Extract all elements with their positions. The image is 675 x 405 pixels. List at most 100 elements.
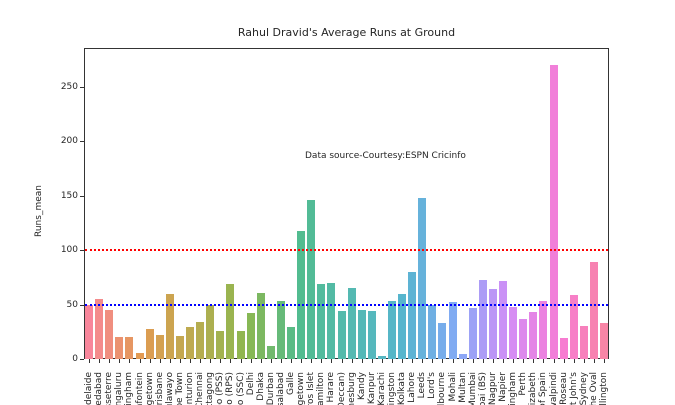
bar [600, 323, 608, 359]
bar [519, 318, 528, 359]
x-tick-mark [371, 359, 373, 363]
x-tick-mark [159, 359, 161, 363]
x-tick-mark [472, 359, 474, 363]
y-tick-mark [80, 304, 84, 306]
x-tick-mark [573, 359, 575, 363]
bar [175, 336, 184, 359]
bar [206, 304, 215, 359]
x-tick-mark [109, 359, 111, 363]
bar [468, 307, 477, 359]
bar [246, 313, 255, 359]
bar [236, 330, 245, 359]
bar [135, 352, 144, 359]
x-tick-mark [129, 359, 131, 363]
bar [155, 335, 164, 359]
bar [438, 323, 447, 359]
y-tick-mark [80, 195, 84, 197]
annotation-text: Data source-Courtesy:ESPN Cricinfo [305, 151, 466, 161]
bar [256, 292, 265, 359]
x-tick-mark [533, 359, 535, 363]
x-tick-mark [553, 359, 555, 363]
y-tick-mark [80, 250, 84, 252]
bar [448, 302, 457, 359]
bar [367, 311, 376, 359]
x-tick-mark [280, 359, 282, 363]
bar [559, 338, 568, 359]
bar [579, 326, 588, 359]
x-tick-mark [391, 359, 393, 363]
x-tick-mark [583, 359, 585, 363]
x-tick-mark [432, 359, 434, 363]
x-tick-mark [321, 359, 323, 363]
x-tick-mark [260, 359, 262, 363]
bar [569, 294, 578, 359]
bar [488, 289, 497, 359]
y-tick-label: 150 [60, 190, 78, 201]
bar [276, 301, 285, 359]
bar [387, 301, 396, 359]
x-tick-mark [402, 359, 403, 363]
x-tick-mark [139, 359, 141, 363]
y-tick-label: 50 [66, 299, 78, 310]
bar [337, 311, 346, 359]
x-tick-mark [523, 359, 525, 363]
x-tick-mark [89, 359, 90, 363]
x-tick-mark [503, 359, 504, 363]
x-tick-mark [270, 359, 272, 363]
bar [226, 283, 235, 359]
x-tick-mark [361, 359, 363, 363]
x-tick-mark [331, 359, 333, 363]
bar [115, 337, 124, 359]
bar [196, 322, 205, 359]
x-tick-mark [250, 359, 252, 363]
bar [95, 299, 104, 359]
y-tick-mark [80, 87, 84, 88]
x-tick-mark [452, 359, 454, 363]
bar [418, 198, 427, 359]
x-tick-mark [190, 359, 191, 363]
x-tick-mark [422, 359, 424, 363]
bar [458, 353, 467, 359]
x-tick-mark [119, 359, 121, 363]
bar [549, 65, 558, 359]
bar [287, 327, 295, 359]
bar [539, 301, 548, 359]
bar [408, 272, 417, 359]
bar [165, 293, 174, 359]
bar [297, 230, 306, 359]
x-tick-mark [169, 359, 171, 363]
x-tick-mark [99, 359, 101, 363]
x-tick-mark [311, 359, 313, 363]
x-tick-mark [442, 359, 444, 363]
x-tick-mark [351, 359, 353, 363]
bar [428, 304, 437, 359]
bar [266, 345, 275, 359]
bar [145, 328, 154, 359]
bar [478, 279, 487, 359]
bar [125, 337, 134, 359]
x-tick-mark [563, 359, 565, 363]
x-tick-mark [492, 359, 494, 363]
bar [529, 312, 538, 359]
x-tick-mark [291, 359, 292, 363]
bar [357, 310, 366, 359]
chart-title: Rahul Dravid's Average Runs at Ground [237, 26, 456, 39]
x-tick-mark [220, 359, 222, 363]
x-tick-mark [513, 359, 515, 363]
bar [216, 330, 225, 359]
y-tick-mark [80, 359, 84, 360]
x-tick-mark [230, 359, 232, 363]
y-tick-label: 200 [60, 136, 78, 147]
bar [105, 310, 114, 359]
blue-dotted-line [85, 303, 608, 306]
x-tick-mark [381, 359, 383, 363]
bar [509, 306, 518, 359]
x-tick-mark [604, 359, 605, 363]
x-tick-mark [301, 359, 303, 363]
x-tick-mark [149, 359, 151, 363]
bar [307, 200, 316, 359]
y-tick-mark [80, 141, 84, 143]
bar [589, 262, 598, 359]
x-tick-mark [412, 359, 414, 363]
